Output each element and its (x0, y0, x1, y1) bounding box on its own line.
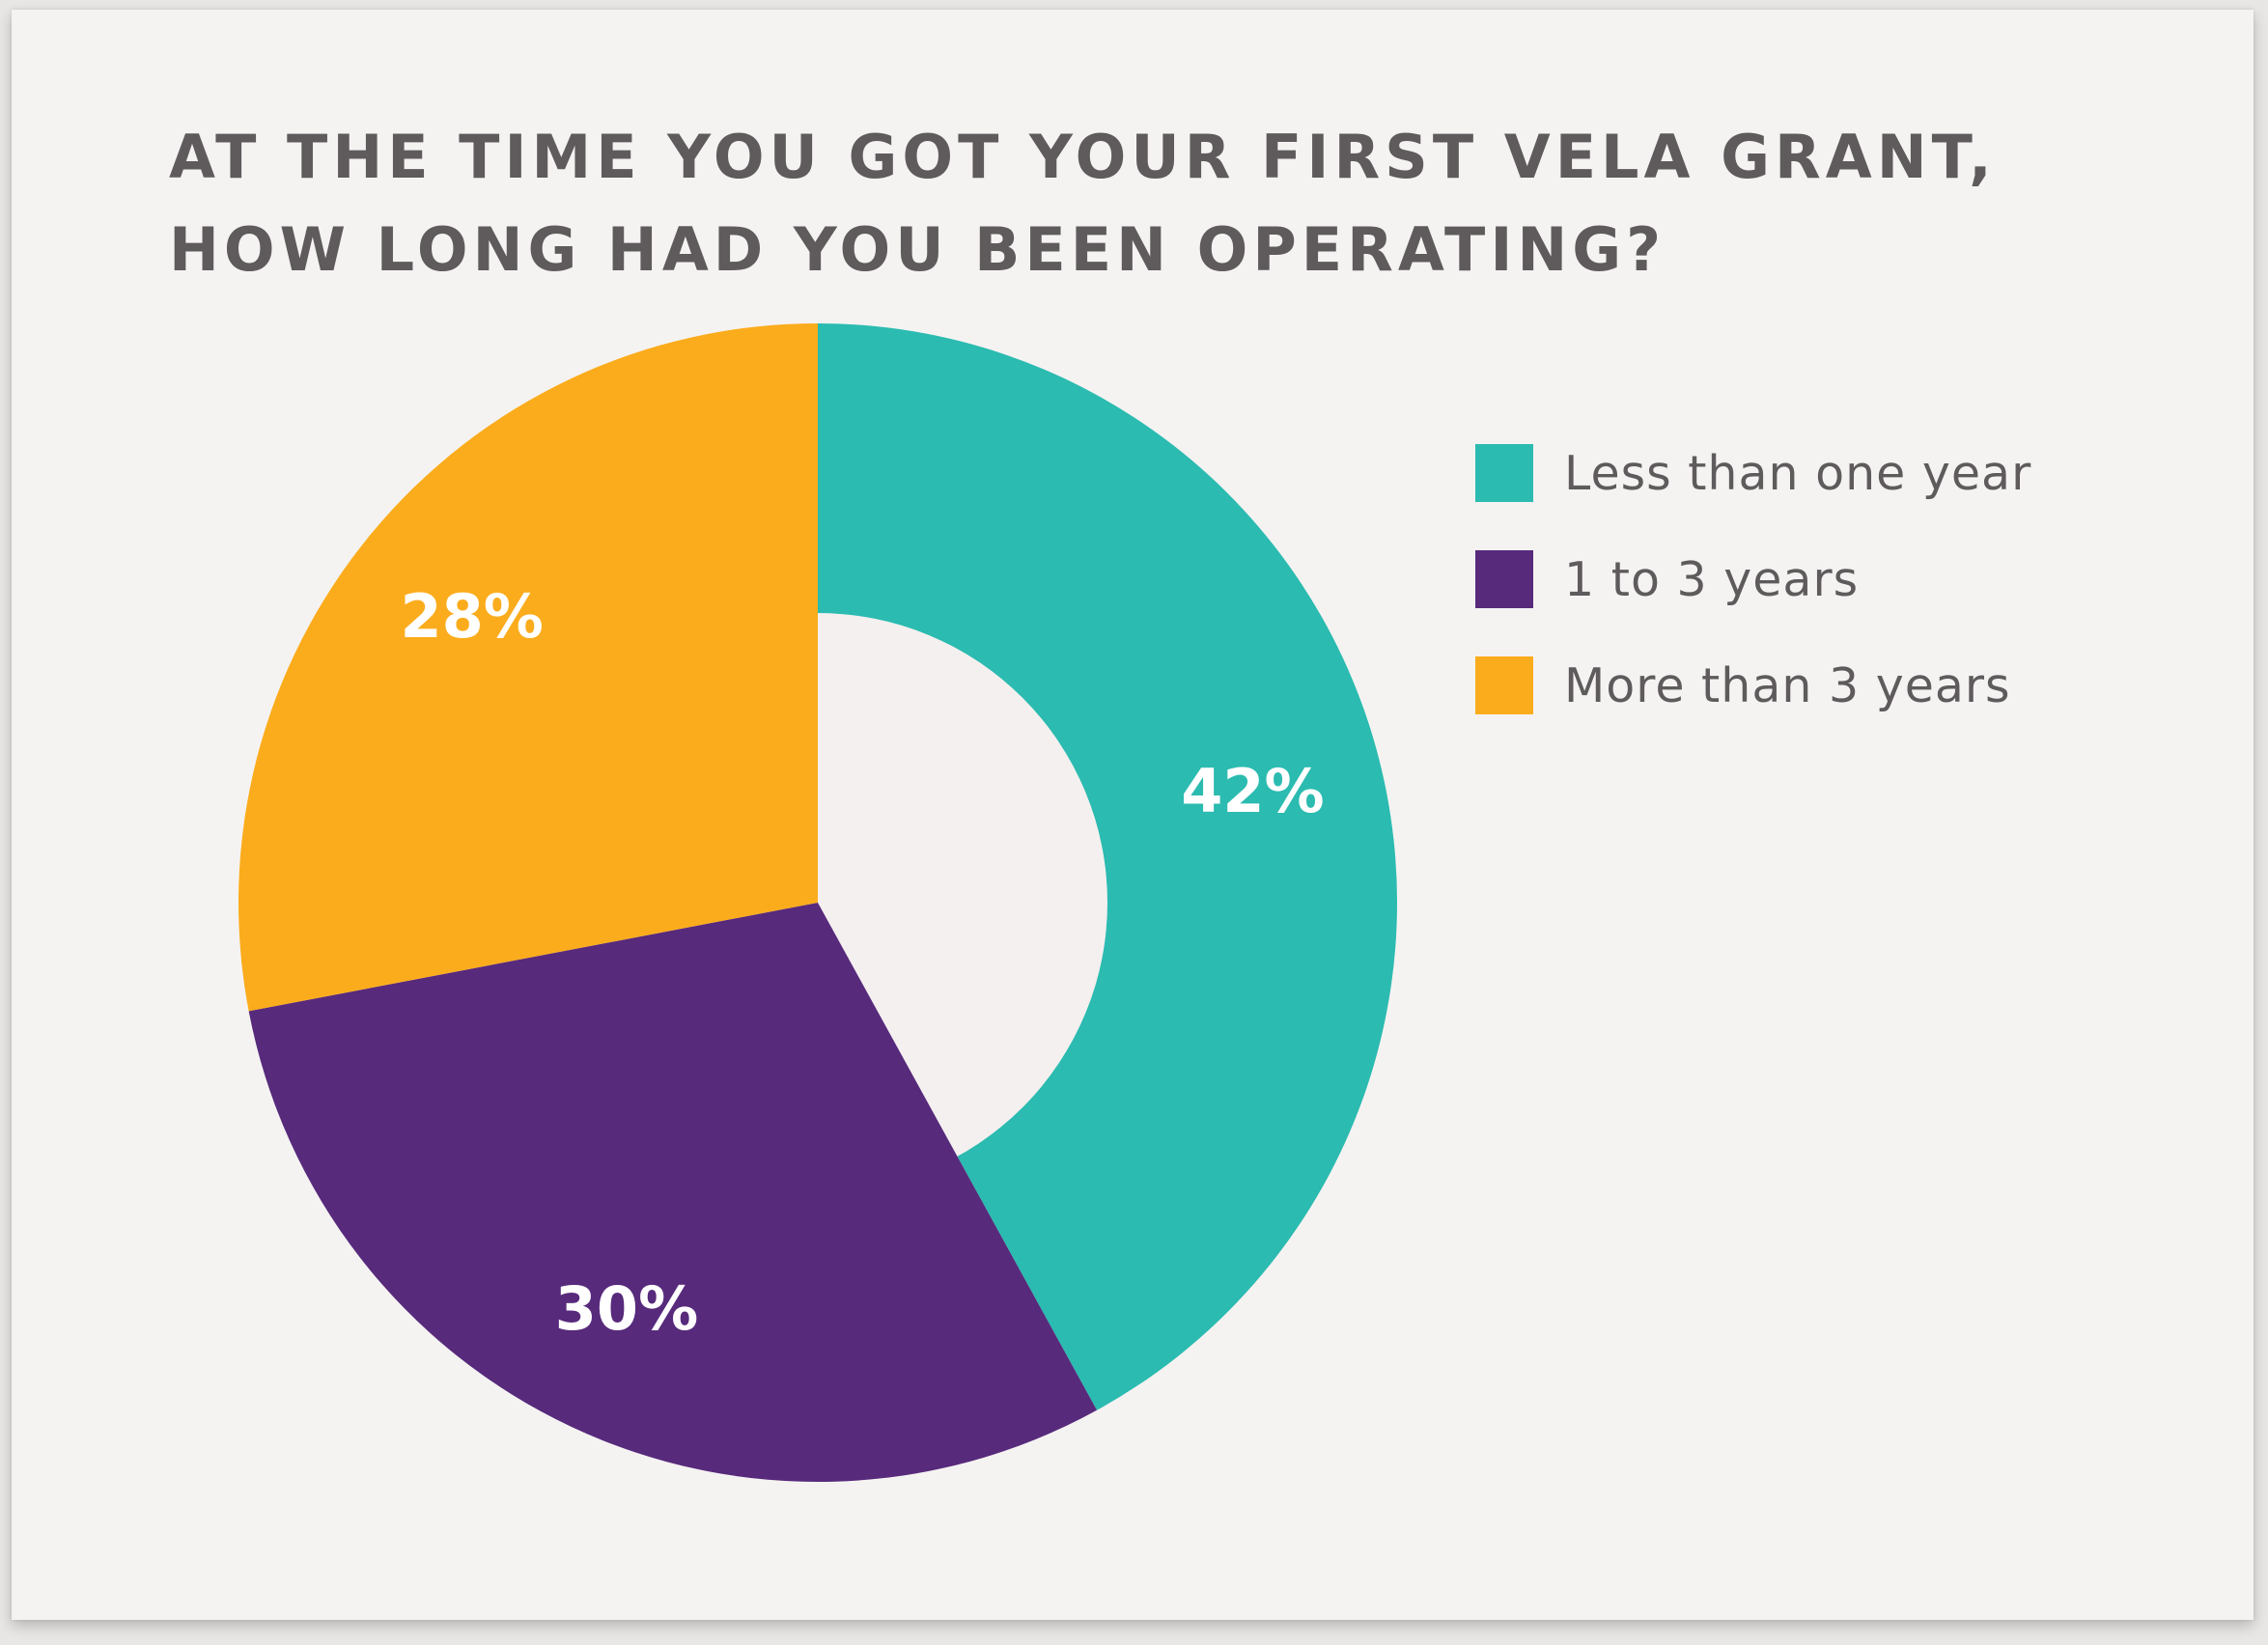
slice-more-than-3-years (238, 323, 818, 1012)
legend-item-more-than-3-years: More than 3 years (1475, 656, 2031, 714)
legend-label-1-to-3-years: 1 to 3 years (1564, 551, 1860, 607)
legend: Less than one year 1 to 3 years More tha… (1475, 444, 2031, 763)
legend-swatch-1-to-3-years (1475, 550, 1533, 608)
donut-chart: 42% 30% 28% (238, 323, 1398, 1483)
chart-card: AT THE TIME YOU GOT YOUR FIRST VELA GRAN… (12, 10, 2254, 1620)
legend-label-less-than-one-year: Less than one year (1564, 445, 2032, 501)
legend-swatch-more-than-3-years (1475, 656, 1533, 714)
legend-label-more-than-3-years: More than 3 years (1564, 657, 2011, 713)
chart-title: AT THE TIME YOU GOT YOUR FIRST VELA GRAN… (169, 111, 2197, 296)
slice-label-1-to-3-years: 30% (555, 1273, 698, 1344)
chart-title-line-1: AT THE TIME YOU GOT YOUR FIRST VELA GRAN… (169, 122, 1997, 192)
slice-label-more-than-3-years: 28% (401, 581, 544, 652)
chart-title-line-2: HOW LONG HAD YOU BEEN OPERATING? (169, 214, 1666, 285)
legend-item-less-than-one-year: Less than one year (1475, 444, 2031, 502)
slice-1-to-3-years (248, 903, 1098, 1483)
slice-label-less-than-one-year: 42% (1181, 756, 1324, 826)
legend-swatch-less-than-one-year (1475, 444, 1533, 502)
legend-item-1-to-3-years: 1 to 3 years (1475, 550, 2031, 608)
